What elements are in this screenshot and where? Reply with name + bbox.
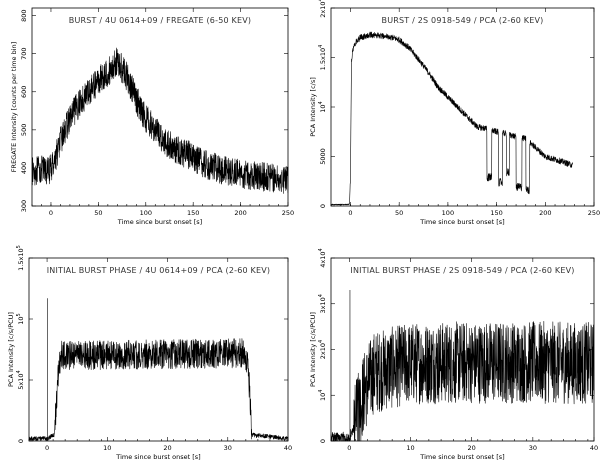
x-tick-label-p2-4: 200 xyxy=(539,209,551,217)
y-tick-label-p1-0: 300 xyxy=(20,200,28,212)
chart-panel-p2: 0 50 100 150 200 250 0 5000 104 1.5x104 2x104 BURST… xyxy=(309,0,600,226)
x-tick-label-p4-4: 40 xyxy=(590,444,598,452)
x-tick-label-p4-1: 10 xyxy=(406,444,414,452)
y-tick-exponent: 5 xyxy=(16,245,22,248)
series-line-p4 xyxy=(330,321,595,442)
y-tick-label-p4-0: 0 xyxy=(319,439,327,443)
x-tick-label-p1-4: 200 xyxy=(234,209,246,217)
y-tick-label-p1-1: 400 xyxy=(20,162,28,174)
chart-panel-p3: 0 10 20 30 40 0 5x104 105 1.5x105 INITIAL BURST P… xyxy=(7,245,292,461)
y-tick-label-p2-4: 2x104 xyxy=(318,0,327,18)
axes-frame-p1 xyxy=(31,7,289,207)
y-tick-label-p4-2: 2x104 xyxy=(318,340,327,359)
y-tick-label-p2-1: 5000 xyxy=(319,148,327,165)
chart-panel-p4: 0 10 20 30 40 0 104 2x104 3x104 4x104 INITIAL BURS… xyxy=(309,248,598,461)
y-tick-label-p3-0: 0 xyxy=(17,439,25,443)
y-axis-label-p1: FREGATE Intensity [counts per time bin] xyxy=(10,42,18,172)
x-tick-label-p3-2: 20 xyxy=(163,444,171,452)
y-tick-label-p1-2: 500 xyxy=(20,124,28,136)
y-tick-label-p2-0: 0 xyxy=(319,204,327,208)
y-tick-label-p3-1: 5x104 xyxy=(16,370,25,389)
y-axis-label-p4: PCA Intensity [c/s/PCU] xyxy=(309,312,317,387)
x-tick-label-p1-0: 0 xyxy=(49,209,53,217)
x-tick-label-p2-3: 150 xyxy=(490,209,502,217)
y-axis-label-p3: PCA Intensity [c/s/PCU] xyxy=(7,312,15,387)
x-tick-label-p3-4: 40 xyxy=(284,444,292,452)
x-tick-label-p4-3: 30 xyxy=(529,444,537,452)
x-axis-label-p4: Time since burst onset [s] xyxy=(419,453,504,461)
x-tick-label-p1-1: 50 xyxy=(94,209,102,217)
chart-title-p1: BURST / 4U 0614+09 / FREGATE (6-50 KEV) xyxy=(69,16,251,25)
series-line-p2 xyxy=(330,31,573,206)
y-tick-label-p4-1: 104 xyxy=(318,390,327,401)
y-tick-label-p4-3: 3x104 xyxy=(318,294,327,313)
y-tick-exponent: 4 xyxy=(318,390,324,393)
chart-title-p3: INITIAL BURST PHASE / 4U 0614+09 / PCA (… xyxy=(47,266,271,275)
y-tick-exponent: 4 xyxy=(318,294,324,297)
x-tick-label-p3-3: 30 xyxy=(224,444,232,452)
y-tick-label-p3-3: 1.5x105 xyxy=(16,245,25,271)
y-tick-exponent: 4 xyxy=(318,0,324,1)
y-tick-label-p1-4: 700 xyxy=(20,47,28,59)
x-tick-label-p3-0: 0 xyxy=(45,444,49,452)
y-axis-label-p2: PCA Intensity [c/s] xyxy=(309,77,317,137)
y-tick-label-p1-3: 600 xyxy=(20,86,28,98)
x-tick-label-p2-0: 0 xyxy=(348,209,352,217)
series-line-p3 xyxy=(28,338,289,441)
x-axis-label-p1: Time since burst onset [s] xyxy=(117,218,202,226)
axes-frame-p3 xyxy=(28,257,289,442)
chart-title-p4: INITIAL BURST PHASE / 2S 0918-549 / PCA … xyxy=(350,266,574,275)
y-tick-exponent: 5 xyxy=(16,313,22,316)
y-tick-exponent: 4 xyxy=(318,248,324,251)
y-tick-exponent: 4 xyxy=(318,101,324,104)
x-tick-label-p2-5: 250 xyxy=(588,209,600,217)
series-line-p1 xyxy=(31,47,289,194)
x-tick-label-p1-3: 150 xyxy=(187,209,199,217)
y-tick-label-p2-3: 1.5x104 xyxy=(318,45,327,71)
x-tick-label-p1-2: 100 xyxy=(140,209,152,217)
y-tick-label-p1-5: 800 xyxy=(20,9,28,21)
x-tick-label-p4-0: 0 xyxy=(347,444,351,452)
x-tick-label-p3-1: 10 xyxy=(103,444,111,452)
x-tick-label-p1-5: 250 xyxy=(282,209,294,217)
y-tick-label-p3-2: 105 xyxy=(16,313,25,324)
chart-panel-p1: 0 50 100 150 200 250 300 400 500 600 700 800 BURST /… xyxy=(10,7,294,226)
y-tick-exponent: 4 xyxy=(16,370,22,373)
chart-title-p2: BURST / 2S 0918-549 / PCA (2-60 KEV) xyxy=(382,16,544,25)
x-tick-label-p4-2: 20 xyxy=(468,444,476,452)
y-tick-label-p4-4: 4x104 xyxy=(318,248,327,267)
x-tick-label-p2-1: 50 xyxy=(395,209,403,217)
y-tick-exponent: 4 xyxy=(318,45,324,48)
x-axis-label-p3: Time since burst onset [s] xyxy=(115,453,200,461)
x-tick-label-p2-2: 100 xyxy=(442,209,454,217)
y-tick-exponent: 4 xyxy=(318,340,324,343)
x-axis-label-p2: Time since burst onset [s] xyxy=(419,218,504,226)
y-tick-label-p2-2: 104 xyxy=(318,101,327,112)
